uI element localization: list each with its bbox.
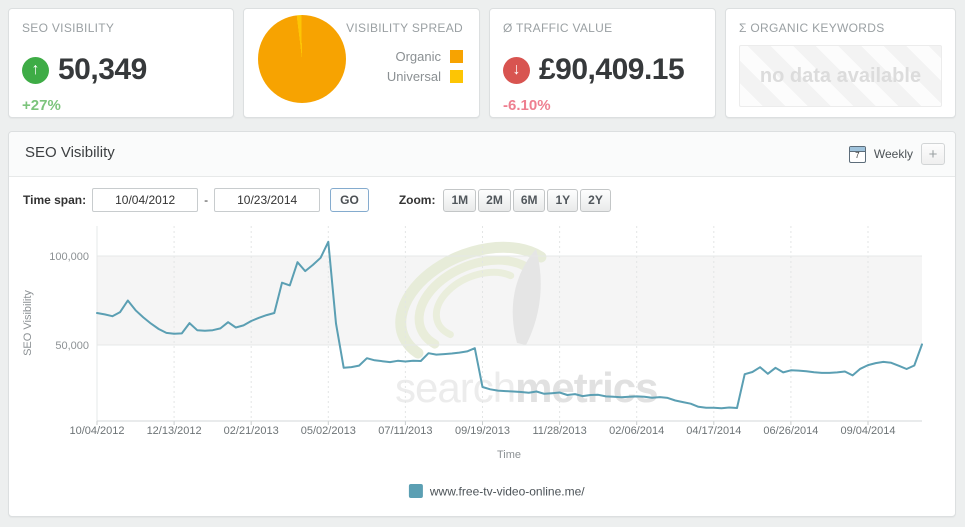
kpi-card-organic-keywords: Σ ORGANIC KEYWORDS no data available <box>725 8 956 118</box>
spread-legend-item-universal: Universal <box>387 69 463 84</box>
watermark-text: searchmetrics <box>395 364 657 411</box>
kpi-value-row: ↑ 50,349 <box>22 53 147 87</box>
spread-legend-swatch <box>450 70 463 83</box>
time-span-label: Time span: <box>23 193 87 207</box>
plot-band <box>97 255 922 345</box>
kpi-card-visibility-spread: VISIBILITY SPREAD Organic Universal <box>243 8 480 118</box>
x-axis-title: Time <box>497 449 521 461</box>
panel-title: SEO Visibility <box>25 144 115 161</box>
x-tick-label: 06/26/2014 <box>763 425 818 437</box>
x-tick-label: 09/19/2013 <box>455 425 510 437</box>
x-tick-label: 10/04/2012 <box>69 425 124 437</box>
zoom-label: Zoom: <box>398 193 436 207</box>
x-tick-label: 11/28/2013 <box>532 425 586 437</box>
trend-up-icon: ↑ <box>22 56 49 84</box>
zoom-buttons: 1M 2M 6M 1Y 2Y <box>441 188 611 212</box>
x-tick-label: 12/13/2012 <box>147 425 202 437</box>
zoom-1y-button[interactable]: 1Y <box>547 188 579 212</box>
chart-area: searchmetrics 10/04/2012 12/13/2012 02/21/… <box>9 221 955 517</box>
seo-chart-svg: searchmetrics 10/04/2012 12/13/2012 02/21/… <box>22 226 923 499</box>
x-tick-label: 05/02/2013 <box>301 425 356 437</box>
kpi-card-seo-visibility: SEO VISIBILITY ↑ 50,349 +27% <box>8 8 234 118</box>
watermark-swoosh-icon <box>395 241 547 359</box>
chart-series <box>96 240 923 410</box>
spread-legend-item-organic: Organic <box>387 49 463 64</box>
zoom-6m-button[interactable]: 6M <box>512 188 546 212</box>
up-arrow-glyph: ↑ <box>31 61 40 78</box>
date-from-input[interactable] <box>92 188 199 212</box>
visibility-spread-pie-chart <box>258 15 346 103</box>
panel-header-controls: 7 Weekly + <box>848 132 945 176</box>
legend-label[interactable]: www.free-tv-video-online.me/ <box>429 485 585 499</box>
y-tick-label: 100,000 <box>49 251 89 263</box>
calendar-icon-number: 7 <box>855 150 860 160</box>
no-data-box: no data available <box>739 45 942 107</box>
kpi-card-traffic-value: Ø TRAFFIC VALUE ↓ £90,409.15 -6.10% <box>489 8 716 118</box>
gridlines <box>96 226 922 425</box>
y-tick-label: 50,000 <box>55 340 89 352</box>
x-tick-label: 07/11/2013 <box>378 425 432 437</box>
date-range-separator: - <box>204 193 209 207</box>
kpi-value: 50,349 <box>58 53 147 86</box>
kpi-value: £90,409.15 <box>539 53 685 86</box>
date-to-input[interactable] <box>214 188 321 212</box>
kpi-delta: +27% <box>22 97 61 114</box>
spread-legend-swatch <box>450 50 463 63</box>
y-axis-title: SEO Visibility <box>22 290 34 356</box>
watermark-text-light: search <box>395 364 515 411</box>
calendar-icon-top <box>849 146 865 152</box>
zoom-1m-button[interactable]: 1M <box>443 188 477 212</box>
trend-down-icon: ↓ <box>503 56 530 84</box>
x-tick-label: 02/21/2013 <box>224 425 279 437</box>
watermark-text-bold: metrics <box>515 364 657 411</box>
kpi-delta: -6.10% <box>503 97 551 114</box>
add-chart-button[interactable]: + <box>921 143 945 165</box>
frequency-label[interactable]: Weekly <box>873 147 913 161</box>
go-button[interactable]: GO <box>330 188 369 212</box>
series-line <box>96 240 923 410</box>
kpi-label: VISIBILITY SPREAD <box>346 21 463 35</box>
kpi-label: Σ ORGANIC KEYWORDS <box>739 21 885 35</box>
down-arrow-glyph: ↓ <box>512 61 521 78</box>
axis-labels: 10/04/2012 12/13/2012 02/21/2013 05/02/2013… <box>49 251 895 437</box>
kpi-label: SEO VISIBILITY <box>22 21 115 35</box>
watermark-sail-icon <box>512 249 541 345</box>
x-tick-label: 04/17/2014 <box>686 425 741 437</box>
chart-legend[interactable]: www.free-tv-video-online.me/ <box>408 484 585 499</box>
seo-visibility-panel: SEO Visibility 7 Weekly + Time span: - G… <box>8 131 956 517</box>
panel-header: SEO Visibility 7 Weekly + <box>9 132 955 177</box>
spread-legend-label: Organic <box>395 49 441 64</box>
calendar-icon: 7 <box>848 145 866 163</box>
spread-legend-label: Universal <box>386 69 441 84</box>
kpi-value-row: ↓ £90,409.15 <box>503 53 685 87</box>
zoom-2y-button[interactable]: 2Y <box>580 188 611 212</box>
no-data-text: no data available <box>759 64 922 87</box>
x-tick-label: 02/06/2014 <box>609 425 664 437</box>
kpi-label: Ø TRAFFIC VALUE <box>503 21 613 35</box>
spread-legend: Organic Universal <box>387 49 463 89</box>
plot-bands <box>97 255 922 345</box>
searchmetrics-watermark-logo: searchmetrics <box>395 241 658 411</box>
legend-swatch[interactable] <box>408 484 423 498</box>
x-tick-label: 09/04/2014 <box>840 425 895 437</box>
zoom-2m-button[interactable]: 2M <box>478 188 511 212</box>
